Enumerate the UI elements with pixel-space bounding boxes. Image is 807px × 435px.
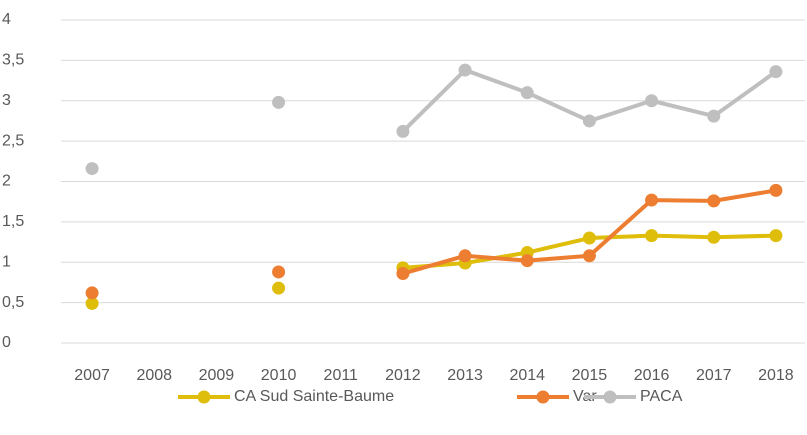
y-tick-label: 3,5 xyxy=(2,52,24,69)
data-point xyxy=(458,249,472,263)
x-tick-label: 2017 xyxy=(696,367,732,384)
x-tick-label: 2016 xyxy=(634,367,670,384)
data-point xyxy=(272,95,286,109)
data-point xyxy=(272,265,286,279)
data-point xyxy=(396,124,410,138)
x-tick-label: 2008 xyxy=(136,367,172,384)
data-point xyxy=(645,193,659,207)
legend-label: PACA xyxy=(640,388,683,405)
data-point xyxy=(85,286,99,300)
x-tick-label: 2014 xyxy=(509,367,545,384)
legend-label: CA Sud Sainte-Baume xyxy=(234,388,394,405)
x-tick-label: 2012 xyxy=(385,367,421,384)
legend-marker xyxy=(536,390,550,404)
data-point xyxy=(769,183,783,197)
data-point xyxy=(645,229,659,243)
data-point xyxy=(396,267,410,281)
data-point xyxy=(582,231,596,245)
data-point xyxy=(520,254,534,268)
data-point xyxy=(707,230,721,244)
x-tick-label: 2009 xyxy=(199,367,235,384)
data-point xyxy=(707,109,721,123)
data-point xyxy=(645,94,659,108)
legend-marker xyxy=(197,390,211,404)
data-point xyxy=(582,249,596,263)
x-tick-label: 2015 xyxy=(572,367,608,384)
data-point xyxy=(769,65,783,79)
x-tick-label: 2018 xyxy=(758,367,794,384)
data-point xyxy=(272,281,286,295)
x-tick-label: 2010 xyxy=(261,367,297,384)
x-tick-label: 2007 xyxy=(74,367,110,384)
y-tick-label: 0 xyxy=(2,334,11,351)
data-point xyxy=(520,86,534,100)
data-point xyxy=(85,296,99,310)
y-tick-label: 2 xyxy=(2,173,11,190)
data-point xyxy=(769,229,783,243)
y-tick-label: 0,5 xyxy=(2,294,24,311)
data-point xyxy=(582,114,596,128)
y-tick-label: 3 xyxy=(2,92,11,109)
x-tick-label: 2013 xyxy=(447,367,483,384)
data-point xyxy=(85,162,99,176)
x-tick-label: 2011 xyxy=(324,367,359,384)
y-tick-label: 1,5 xyxy=(2,213,24,230)
data-point xyxy=(458,63,472,77)
y-tick-label: 2,5 xyxy=(2,132,24,149)
legend-marker xyxy=(603,390,617,404)
y-tick-label: 1 xyxy=(2,253,11,270)
data-point xyxy=(707,194,721,208)
y-tick-label: 4 xyxy=(2,11,11,28)
